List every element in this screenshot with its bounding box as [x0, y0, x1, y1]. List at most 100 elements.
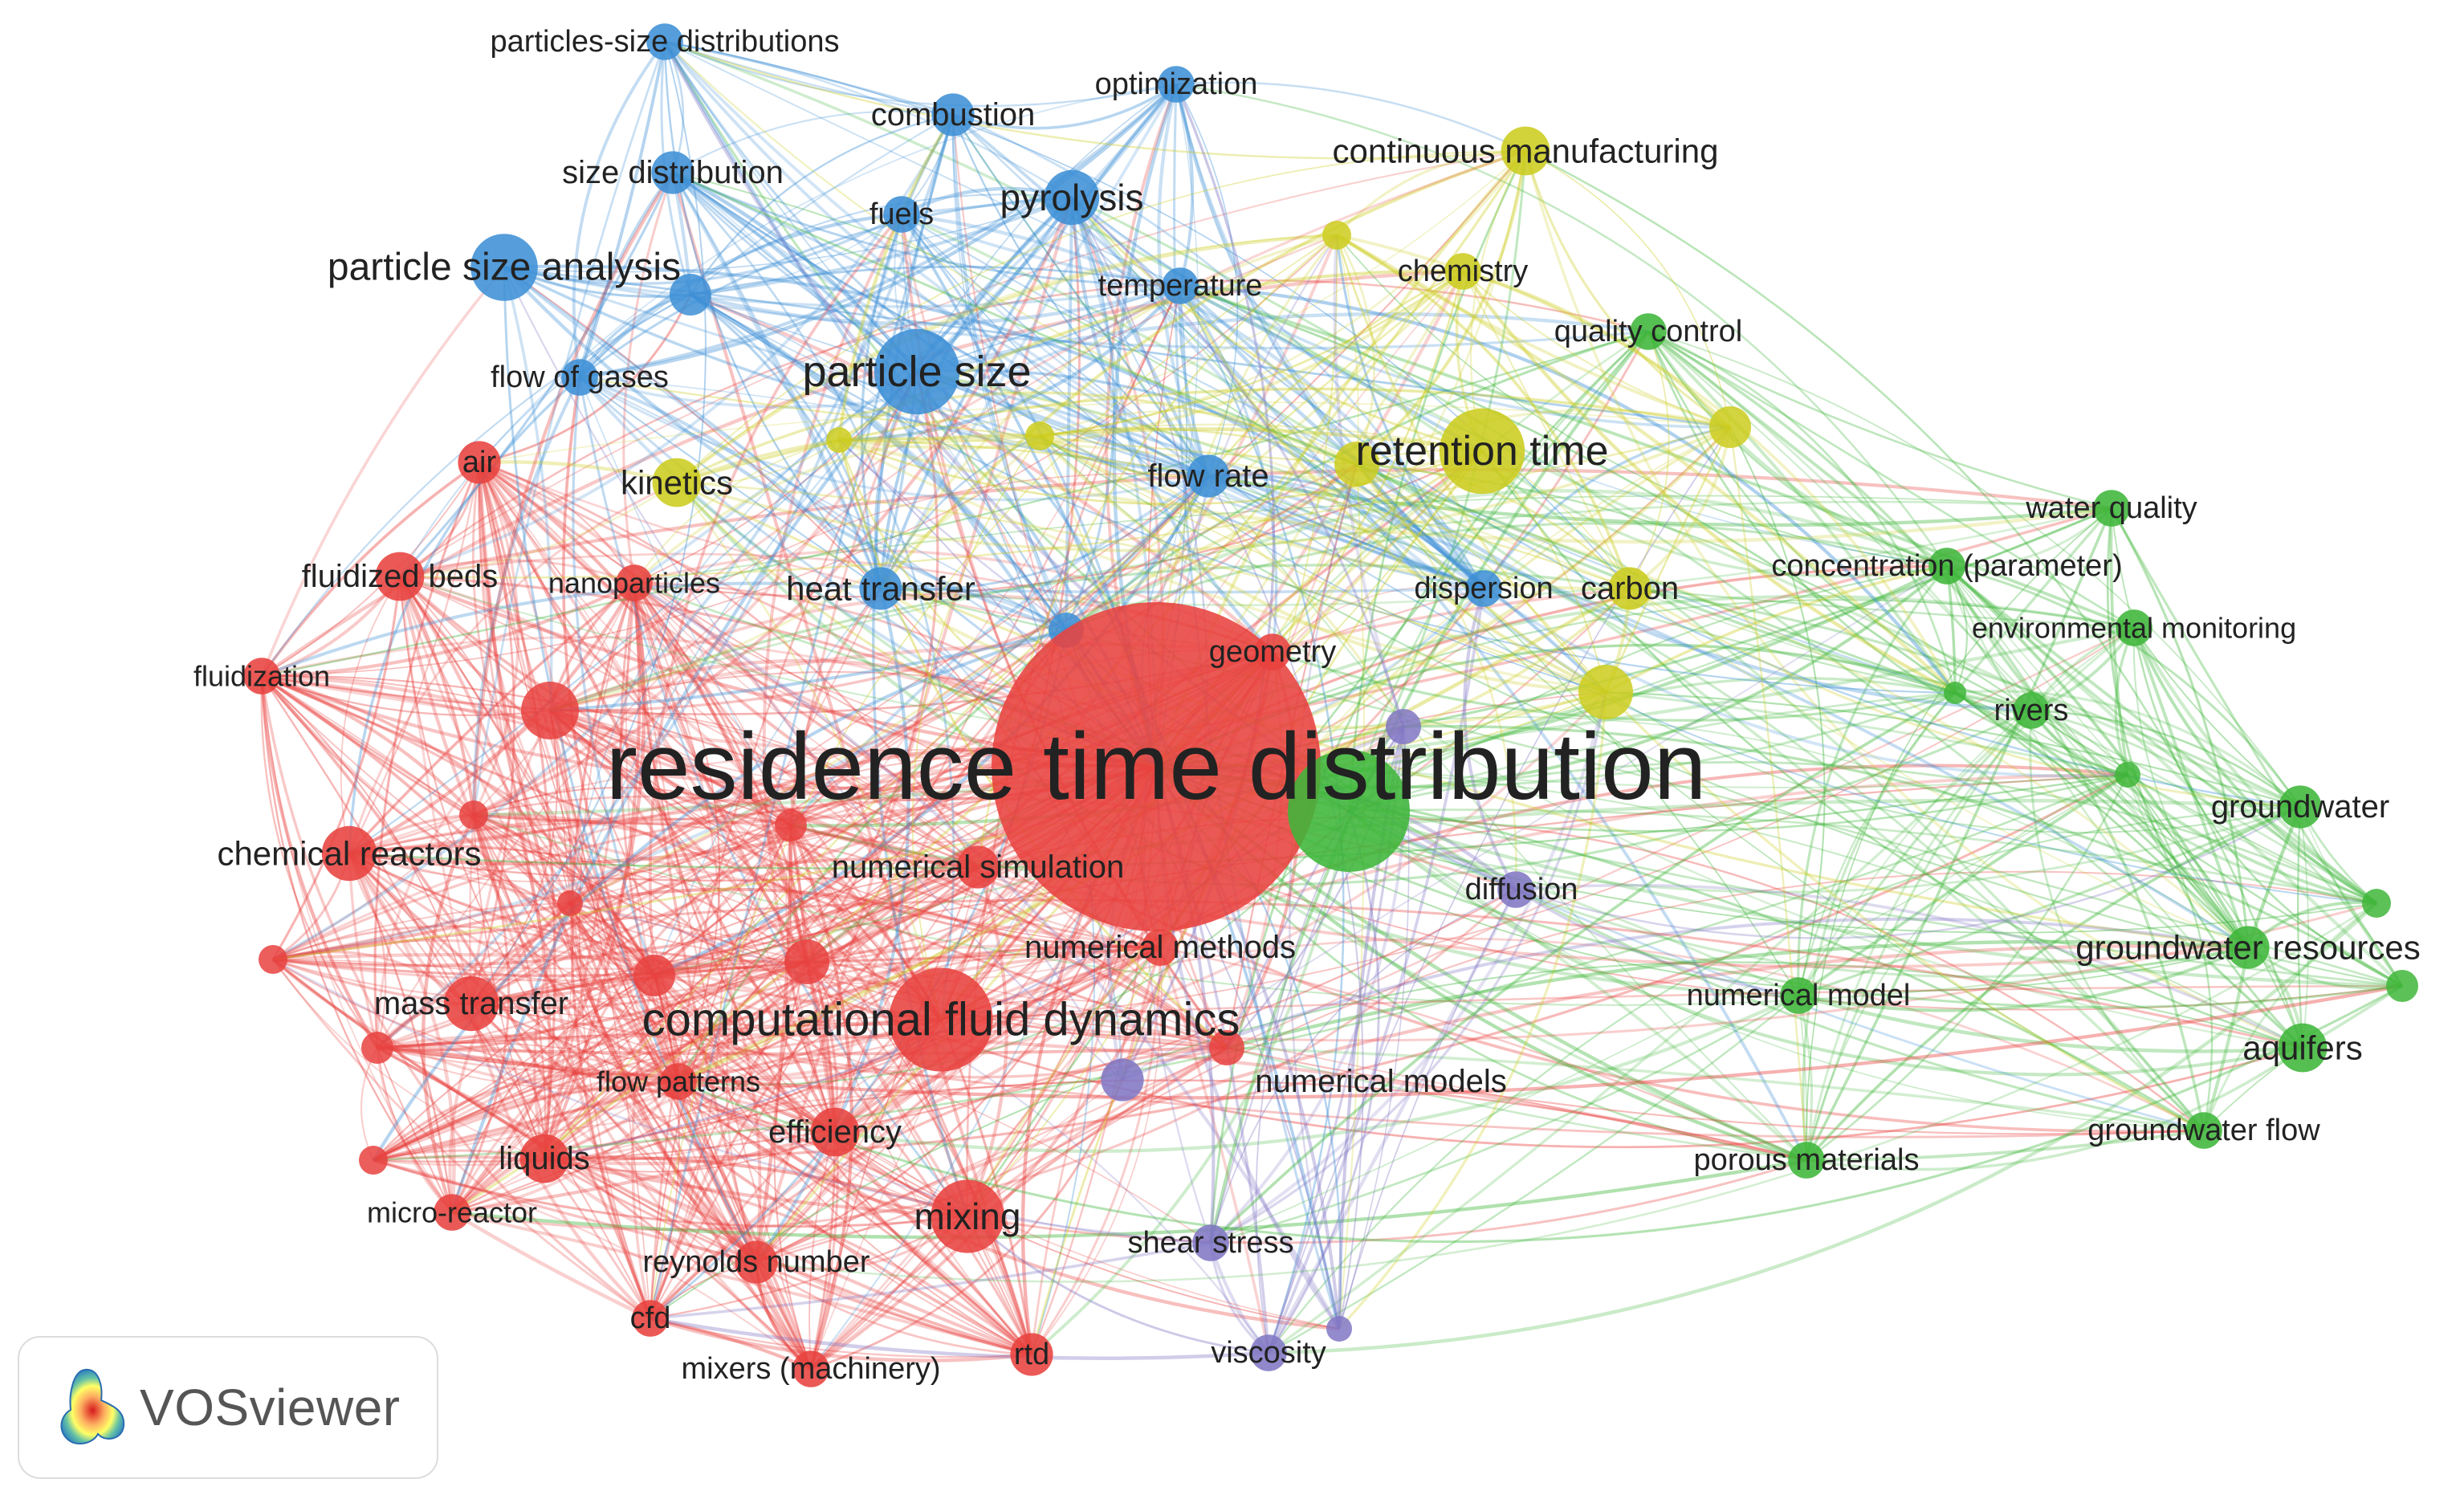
- node-numerical-methods[interactable]: [1142, 929, 1179, 966]
- node-flow-rate[interactable]: [1187, 454, 1230, 498]
- node-concentration[interactable]: [1928, 548, 1965, 584]
- node-combustion[interactable]: [931, 93, 975, 136]
- label-env-monitoring[interactable]: environmental monitoring: [1972, 612, 2296, 645]
- node-fluidization[interactable]: [243, 658, 280, 694]
- label-fuels[interactable]: fuels: [870, 198, 934, 231]
- node-flow-of-gases[interactable]: [561, 359, 598, 396]
- node-air[interactable]: [458, 441, 501, 484]
- label-pyrolysis[interactable]: pyrolysis: [1000, 177, 1144, 218]
- node-particles-size-dist[interactable]: [646, 23, 683, 60]
- label-quality-control[interactable]: quality control: [1554, 315, 1742, 348]
- label-mass-transfer[interactable]: mass transfer: [374, 986, 568, 1021]
- node-rivers[interactable]: [2013, 692, 2050, 729]
- label-rtd-small[interactable]: rtd: [1014, 1338, 1049, 1371]
- label-heat-transfer[interactable]: heat transfer: [786, 570, 975, 608]
- label-groundwater[interactable]: groundwater: [2211, 789, 2389, 825]
- label-retention-time[interactable]: retention time: [1355, 428, 1608, 475]
- node-kinetics[interactable]: [652, 458, 702, 507]
- node-retention-green[interactable]: [1288, 750, 1410, 872]
- node-aquifers[interactable]: [2278, 1023, 2328, 1073]
- node-flow-patterns[interactable]: [660, 1063, 697, 1100]
- label-flow-patterns[interactable]: flow patterns: [597, 1065, 760, 1098]
- node-gw-flow[interactable]: [2185, 1112, 2222, 1149]
- node-chemistry[interactable]: [1444, 253, 1481, 290]
- node-particle-size-analysis[interactable]: [470, 234, 538, 301]
- label-carbon[interactable]: carbon: [1581, 571, 1679, 606]
- node-numerical-simulation[interactable]: [956, 845, 1000, 889]
- label-fluidization[interactable]: fluidization: [193, 660, 330, 693]
- node-gw-resources[interactable]: [2226, 926, 2270, 969]
- node-diffusion[interactable]: [1497, 871, 1534, 908]
- label-efficiency[interactable]: efficiency: [768, 1114, 902, 1150]
- label-diffusion[interactable]: diffusion: [1465, 873, 1578, 906]
- node-carbon[interactable]: [1608, 567, 1651, 610]
- label-mixing[interactable]: mixing: [914, 1195, 1021, 1237]
- label-particle-size[interactable]: particle size: [802, 348, 1031, 396]
- node-rtd-small[interactable]: [1010, 1333, 1053, 1376]
- node-water-quality[interactable]: [2093, 490, 2130, 527]
- label-particles-size-dist[interactable]: particles-size distributions: [490, 25, 839, 59]
- node-heat-transfer[interactable]: [859, 567, 902, 610]
- node-temperature[interactable]: [1162, 267, 1199, 304]
- node-optimization[interactable]: [1158, 66, 1195, 103]
- node-viscosity[interactable]: [1250, 1334, 1287, 1371]
- label-gw-flow[interactable]: groundwater flow: [2087, 1114, 2320, 1147]
- label-cfd-big[interactable]: computational fluid dynamics: [642, 994, 1240, 1046]
- label-gw-resources[interactable]: groundwater resources: [2075, 929, 2421, 967]
- label-reynolds[interactable]: reynolds number: [642, 1245, 870, 1279]
- node-mass-transfer[interactable]: [443, 976, 499, 1032]
- label-micro-reactor[interactable]: micro-reactor: [367, 1196, 537, 1229]
- label-aquifers[interactable]: aquifers: [2242, 1029, 2362, 1067]
- node-geometry[interactable]: [1254, 633, 1291, 670]
- label-continuous-manufacturing[interactable]: continuous manufacturing: [1333, 132, 1719, 170]
- label-rtd-main[interactable]: residence time distribution: [606, 714, 1707, 820]
- node-cfd-small[interactable]: [632, 1300, 669, 1337]
- label-chemical-reactors[interactable]: chemical reactors: [217, 835, 481, 873]
- node-numerical-models[interactable]: [1101, 1058, 1144, 1102]
- node-mixing[interactable]: [931, 1179, 1004, 1253]
- node-dispersion[interactable]: [1465, 570, 1502, 607]
- label-dispersion[interactable]: dispersion: [1414, 572, 1553, 605]
- node-liquids[interactable]: [519, 1134, 569, 1183]
- node-mixers[interactable]: [792, 1350, 829, 1387]
- node-size-distribution[interactable]: [651, 151, 694, 194]
- node-nanoparticles[interactable]: [616, 564, 653, 601]
- label-chemistry[interactable]: chemistry: [1398, 255, 1529, 288]
- node-fuels[interactable]: [883, 196, 920, 233]
- label-porous-materials[interactable]: porous materials: [1694, 1143, 1920, 1177]
- label-shear-stress[interactable]: shear stress: [1128, 1226, 1294, 1260]
- node-continuous-manufacturing[interactable]: [1501, 126, 1550, 176]
- label-cfd-small[interactable]: cfd: [630, 1301, 671, 1335]
- label-viscosity[interactable]: viscosity: [1211, 1336, 1326, 1370]
- node-reynolds[interactable]: [735, 1240, 778, 1284]
- label-geometry[interactable]: geometry: [1209, 635, 1336, 669]
- node-chemical-reactors[interactable]: [321, 825, 377, 882]
- label-concentration[interactable]: concentration (parameter): [1771, 549, 2122, 583]
- label-kinetics[interactable]: kinetics: [621, 464, 733, 502]
- label-rivers[interactable]: rivers: [1994, 694, 2069, 727]
- label-numerical-model[interactable]: numerical model: [1687, 979, 1911, 1012]
- label-flow-rate[interactable]: flow rate: [1147, 458, 1269, 494]
- node-retention-time[interactable]: [1439, 408, 1525, 495]
- node-quality-control[interactable]: [1630, 313, 1667, 350]
- label-particle-size-analysis[interactable]: particle size analysis: [328, 246, 681, 289]
- label-temperature[interactable]: temperature: [1098, 269, 1263, 303]
- label-fluidized-beds[interactable]: fluidized beds: [302, 559, 499, 594]
- label-liquids[interactable]: liquids: [499, 1141, 589, 1176]
- node-env-monitoring[interactable]: [2116, 609, 2152, 646]
- node-micro-reactor[interactable]: [434, 1194, 470, 1231]
- label-mixers[interactable]: mixers (machinery): [681, 1352, 940, 1386]
- label-water-quality[interactable]: water quality: [2025, 491, 2197, 525]
- label-numerical-methods[interactable]: numerical methods: [1024, 930, 1296, 965]
- node-numerical-model[interactable]: [1780, 977, 1817, 1014]
- label-nanoparticles[interactable]: nanoparticles: [548, 567, 720, 600]
- node-groundwater[interactable]: [2279, 785, 2322, 829]
- label-numerical-simulation[interactable]: numerical simulation: [832, 849, 1125, 885]
- node-efficiency[interactable]: [810, 1107, 860, 1157]
- node-pyrolysis[interactable]: [1044, 169, 1100, 226]
- node-fluidized-beds[interactable]: [375, 552, 425, 601]
- label-size-distribution[interactable]: size distribution: [562, 155, 784, 190]
- label-flow-of-gases[interactable]: flow of gases: [491, 360, 669, 394]
- label-air[interactable]: air: [462, 446, 497, 479]
- node-rtd-main[interactable]: [992, 602, 1321, 931]
